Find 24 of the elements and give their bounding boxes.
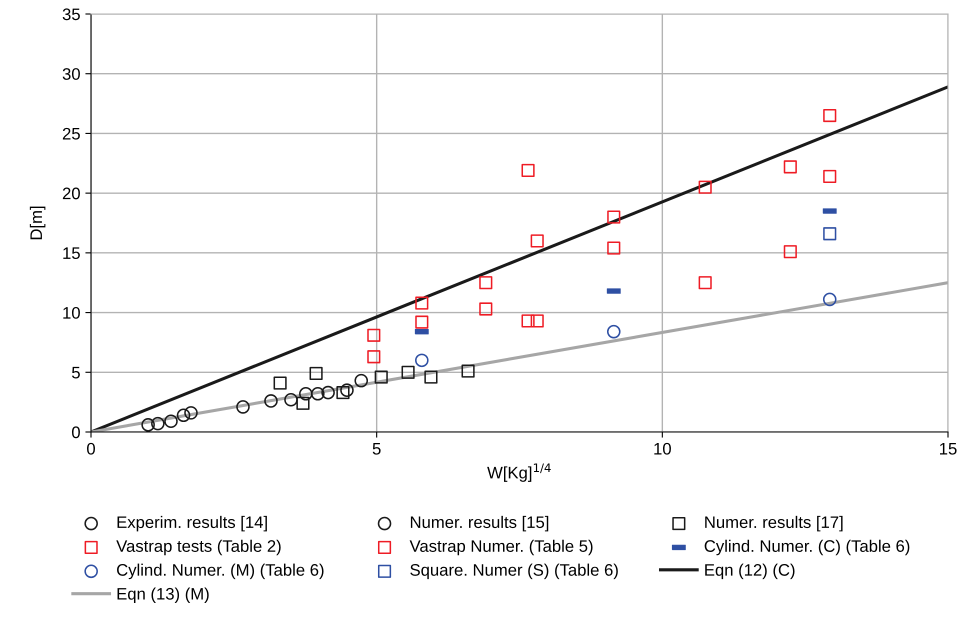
y-tick-label: 30 <box>62 68 80 80</box>
legend-label: Vastrap tests (Table 2) <box>116 540 281 556</box>
x-tick-label: 15 <box>940 443 957 455</box>
y-tick-label: 20 <box>62 188 80 200</box>
x-axis-title: W[Kg]$^{1/4}$ <box>487 464 551 482</box>
legend-label: Eqn (12) (C) <box>705 564 795 580</box>
legend-label: Eqn (13) (M) <box>118 587 209 603</box>
legend-label: Numer. results [15] <box>410 516 548 532</box>
y-tick-label: 5 <box>72 366 80 378</box>
legend-label: Cylind. Numer. (C) (Table 6) <box>704 540 910 556</box>
y-tick-label: 0 <box>72 426 80 438</box>
legend-label: Square. Numer (S) (Table 6) <box>410 564 618 580</box>
legend-label: Experim. results [14] <box>118 516 267 532</box>
y-tick-label: 15 <box>63 247 80 260</box>
legend-label: Cylind. Numer. (M) (Table 6) <box>117 564 324 580</box>
legend-label: Numer. results [17] <box>705 516 843 532</box>
legend-label: Vastrap Numer. (Table 5) <box>410 540 593 556</box>
x-tick-label: 0 <box>87 442 95 455</box>
x-tick-label: 5 <box>372 443 381 455</box>
x-tick-label: 10 <box>654 442 671 455</box>
y-tick-label: 10 <box>63 306 80 319</box>
y-tick-label: 35 <box>62 8 80 20</box>
y-axis-title: D[m] <box>30 206 46 240</box>
y-tick-label: 25 <box>62 128 80 140</box>
